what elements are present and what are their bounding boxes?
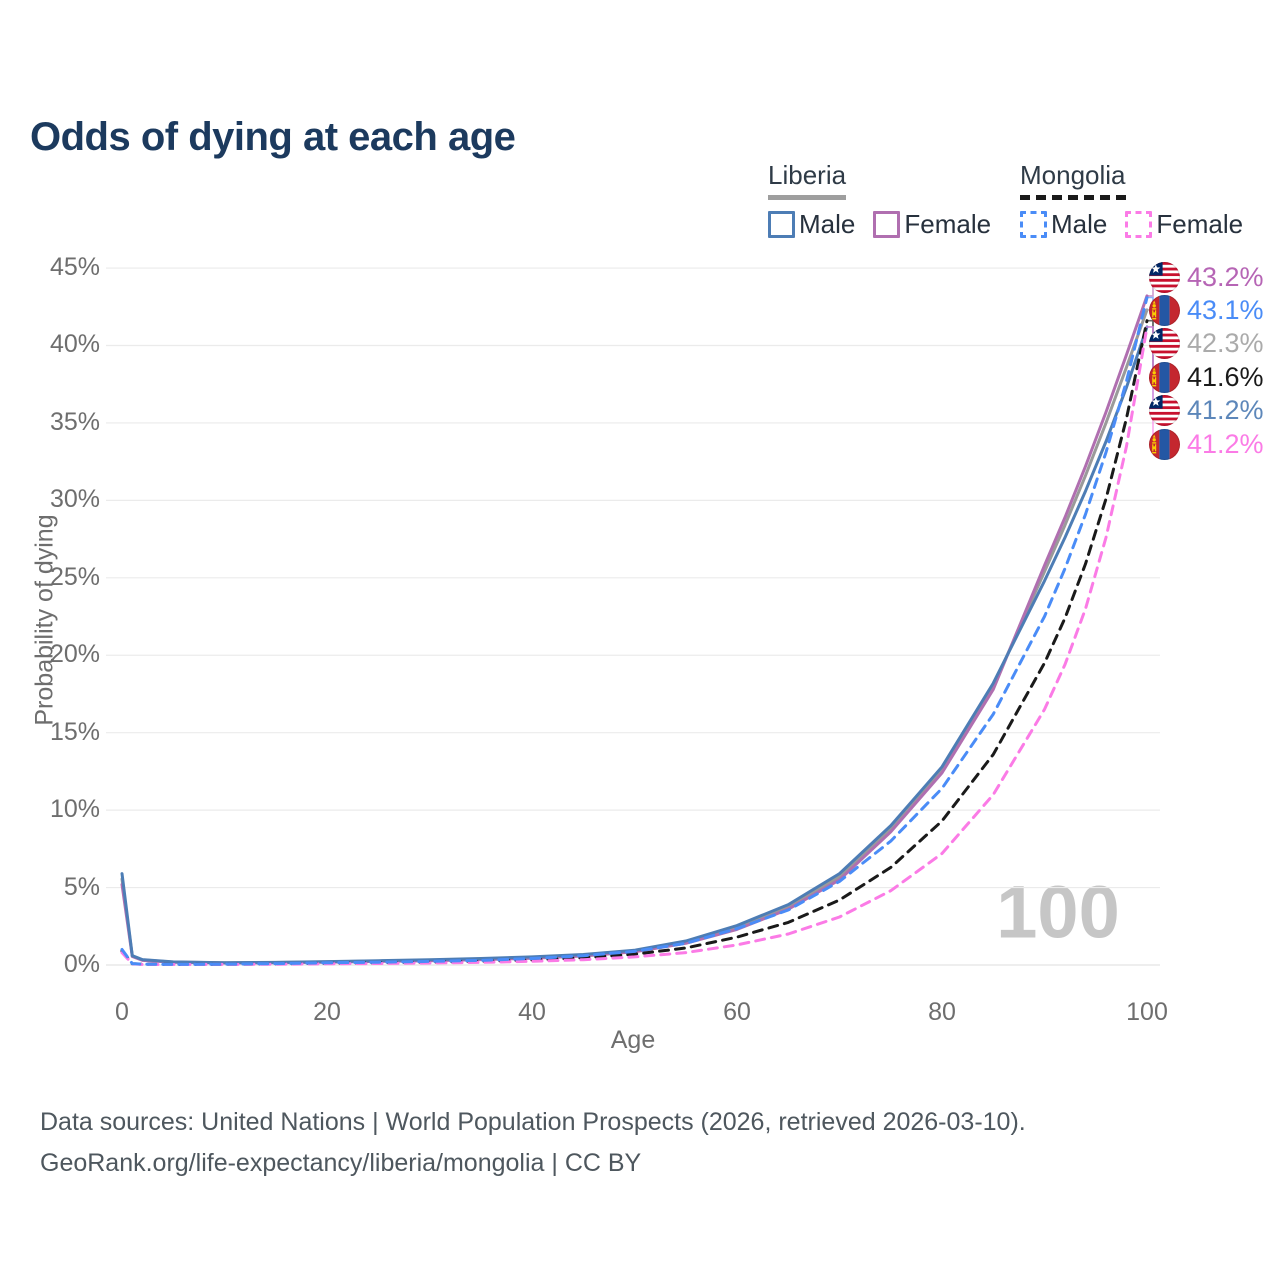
series-line-mongolia-both [120, 319, 1149, 966]
legend-item-mongolia-female[interactable]: Female [1125, 209, 1243, 240]
legend-item-label: Male [1051, 209, 1108, 239]
x-tick-label: 40 [518, 998, 546, 1026]
footer-attribution: Data sources: United Nations | World Pop… [40, 1102, 1026, 1184]
legend-item-mongolia-male[interactable]: Male [1020, 209, 1107, 240]
legend-item-liberia-female[interactable]: Female [873, 209, 991, 240]
page-title: Odds of dying at each age [30, 114, 516, 159]
end-label-value: 41.6% [1187, 361, 1264, 392]
end-label-row-mongolia-male: 43.1% [1149, 294, 1264, 326]
source-url-line: GeoRank.org/life-expectancy/liberia/mong… [40, 1149, 642, 1177]
legend-item-label: Female [1156, 209, 1244, 239]
mongolia-flag-icon [1149, 361, 1180, 393]
age-counter-watermark: 100 [996, 870, 1120, 954]
mongolia-male-swatch-icon [1020, 211, 1047, 238]
legend-group-mongolia: Mongolia Male Female [1020, 160, 1243, 240]
end-label-value: 42.3% [1187, 328, 1264, 359]
x-tick-label: 0 [115, 998, 129, 1026]
legend-item-label: Male [799, 209, 856, 239]
y-tick-label: 45% [49, 253, 100, 282]
liberia-female-swatch-icon [873, 211, 901, 238]
legend-group-title-mongolia[interactable]: Mongolia [1020, 160, 1126, 200]
end-label-value: 41.2% [1187, 395, 1264, 426]
y-tick-label: 35% [49, 407, 100, 436]
series-line-mongolia-female [120, 325, 1149, 966]
mongolia-flag-icon [1149, 428, 1180, 460]
legend-group-title-liberia[interactable]: Liberia [768, 160, 847, 200]
end-label-value: 43.2% [1187, 261, 1264, 292]
series-line-liberia-female [120, 294, 1149, 965]
y-tick-label: 5% [63, 872, 100, 901]
liberia-flag-icon [1149, 261, 1180, 293]
mongolia-flag-icon [1149, 294, 1180, 326]
end-label-row-liberia-male: 41.2% [1149, 395, 1264, 427]
legend-item-label: Female [904, 209, 992, 239]
x-tick-label: 80 [928, 998, 956, 1026]
series-line-mongolia-male [120, 296, 1149, 966]
series-line-liberia-both [120, 308, 1149, 965]
y-tick-label: 15% [49, 717, 100, 746]
y-tick-label: 0% [63, 950, 100, 978]
legend-item-liberia-male[interactable]: Male [768, 209, 855, 240]
liberia-male-swatch-icon [768, 211, 795, 238]
x-tick-label: 100 [1126, 998, 1168, 1026]
x-tick-label: 20 [313, 998, 341, 1026]
y-tick-label: 10% [49, 795, 100, 824]
end-label-row-mongolia-both-sexes: 41.6% [1149, 361, 1264, 393]
end-label-value: 43.1% [1187, 294, 1264, 325]
y-tick-label: 40% [49, 330, 100, 359]
end-label-row-liberia-both-sexes: 42.3% [1149, 328, 1264, 360]
legend-group-liberia: Liberia Male Female [768, 160, 991, 240]
end-label-row-mongolia-female: 41.2% [1149, 428, 1264, 460]
y-tick-label: 25% [49, 562, 100, 591]
liberia-flag-icon [1149, 395, 1180, 427]
mongolia-female-swatch-icon [1125, 211, 1153, 238]
end-label-row-liberia-female: 43.2% [1149, 261, 1264, 293]
data-sources-line: Data sources: United Nations | World Pop… [40, 1108, 1026, 1136]
y-tick-label: 30% [49, 485, 100, 514]
x-tick-label: 60 [723, 998, 751, 1026]
series-line-liberia-male [120, 325, 1149, 965]
y-tick-label: 20% [49, 640, 100, 669]
x-axis-title: Age [610, 1026, 656, 1054]
y-axis-title: Probability of dying [30, 514, 59, 726]
end-label-value: 41.2% [1187, 428, 1264, 459]
liberia-flag-icon [1149, 328, 1180, 360]
